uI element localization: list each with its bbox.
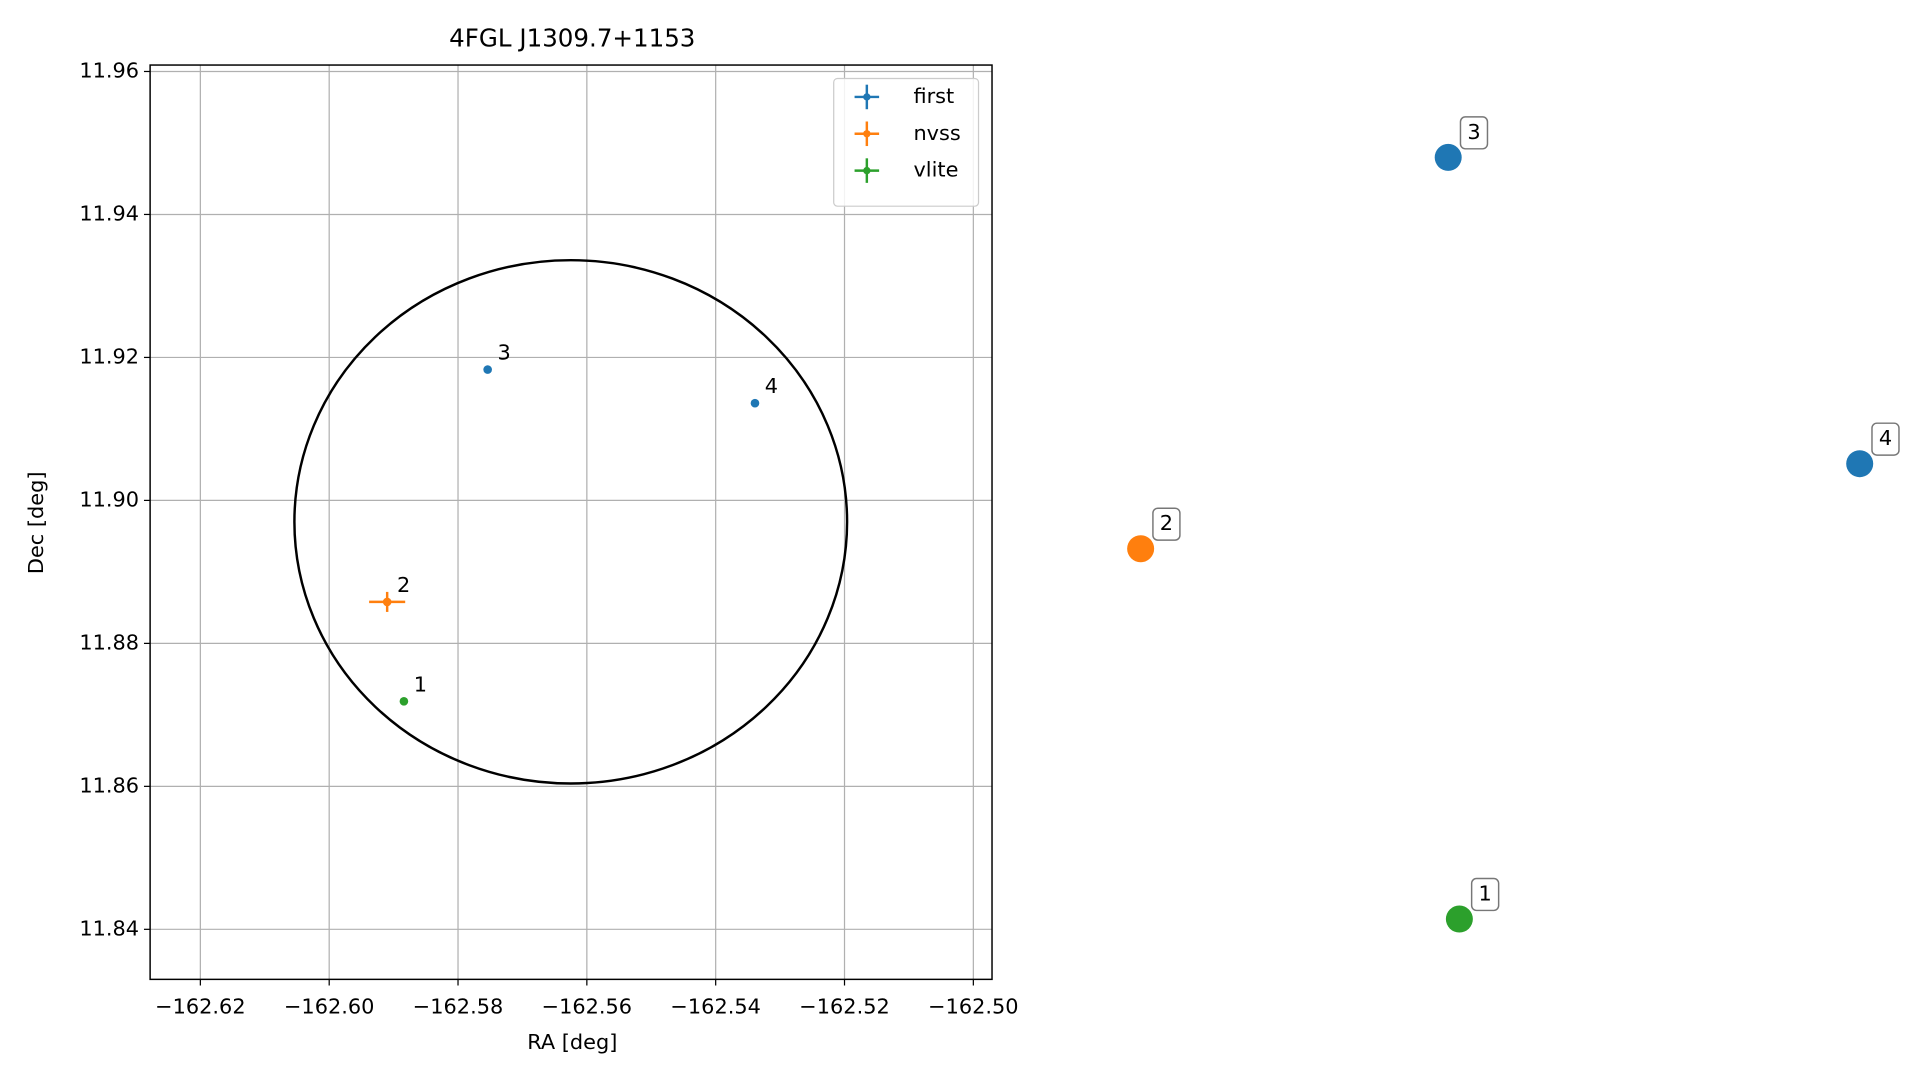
legend-marker — [863, 166, 871, 175]
y-axis-label: Dec [deg] — [24, 472, 48, 575]
point-label: 3 — [1467, 120, 1480, 144]
point-label: 2 — [1160, 511, 1173, 535]
x-tick-label: −162.58 — [413, 995, 503, 1019]
point-label: 2 — [397, 573, 410, 597]
x-tick-label: −162.54 — [670, 995, 760, 1019]
x-tick-label: −162.60 — [284, 995, 374, 1019]
label-box — [1470, 877, 1500, 912]
plot-frame — [149, 64, 993, 981]
y-tick-label: 11.88 — [79, 630, 139, 654]
legend-marker — [863, 130, 871, 138]
point — [1445, 905, 1473, 933]
point — [1846, 450, 1874, 478]
x-tick-label: −162.50 — [928, 995, 1018, 1019]
y-tick-label: 11.92 — [79, 344, 139, 368]
point-label: 1 — [414, 672, 427, 696]
point — [1434, 143, 1462, 171]
point — [399, 696, 409, 706]
point — [483, 365, 492, 374]
point — [382, 597, 392, 607]
label-box — [1871, 422, 1900, 456]
y-tick-label: 11.96 — [79, 58, 139, 82]
point-label: 1 — [1479, 881, 1492, 905]
error-ellipse — [293, 258, 849, 785]
label-box — [1152, 507, 1181, 541]
x-tick-label: −162.52 — [799, 995, 889, 1019]
x-tick-label: −162.62 — [155, 995, 245, 1019]
x-axis-label: RA [deg] — [527, 1030, 617, 1054]
legend-label: nvss — [913, 121, 960, 145]
legend-label: first — [913, 84, 954, 108]
legend-marker — [863, 93, 871, 101]
chart-title: 4FGL J1309.7+1153 — [449, 23, 695, 52]
y-tick-label: 11.90 — [79, 487, 139, 511]
point-label: 4 — [765, 374, 778, 398]
legend-box — [833, 77, 980, 207]
point — [1127, 535, 1155, 563]
point-label: 3 — [497, 341, 510, 365]
point — [750, 398, 760, 408]
legend-label: vlite — [913, 158, 958, 182]
x-tick-label: −162.56 — [542, 995, 632, 1019]
label-box — [1459, 116, 1489, 150]
y-tick-label: 11.86 — [79, 773, 139, 797]
y-tick-label: 11.84 — [79, 916, 139, 940]
point-label: 4 — [1879, 426, 1892, 450]
y-tick-label: 11.94 — [79, 201, 139, 225]
